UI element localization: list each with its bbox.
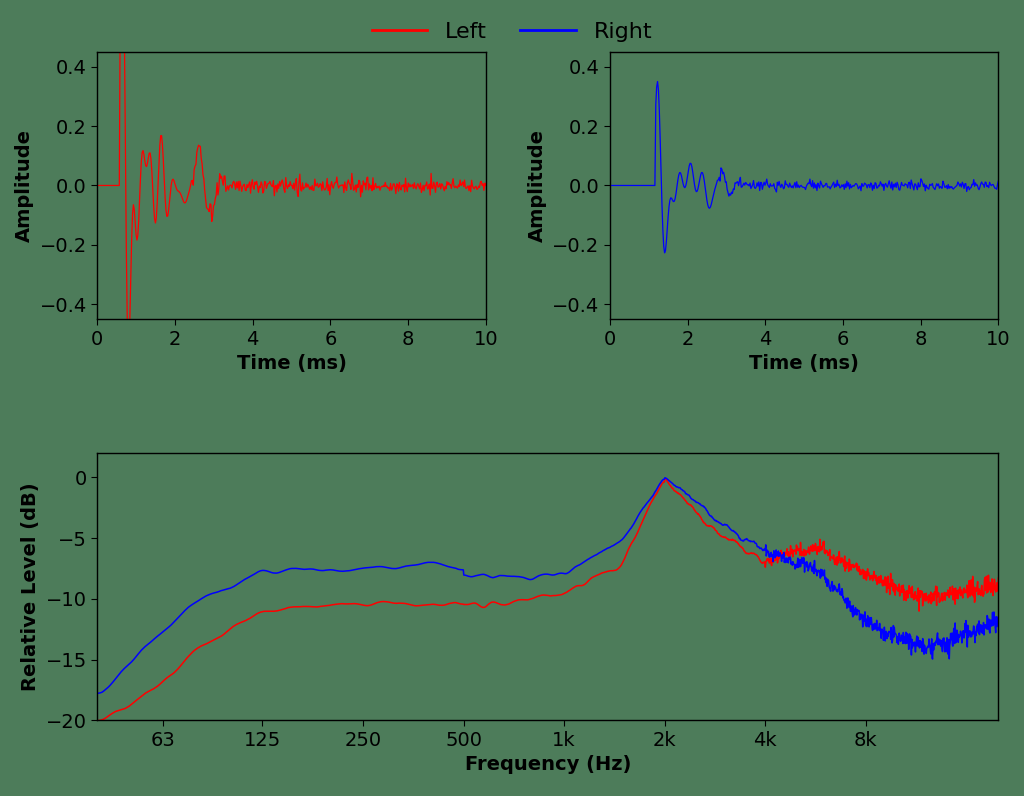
- X-axis label: Frequency (Hz): Frequency (Hz): [465, 755, 631, 775]
- X-axis label: Time (ms): Time (ms): [237, 354, 346, 373]
- Y-axis label: Relative Level (dB): Relative Level (dB): [22, 482, 40, 691]
- Y-axis label: Amplitude: Amplitude: [15, 129, 34, 242]
- X-axis label: Time (ms): Time (ms): [750, 354, 859, 373]
- Legend: Left, Right: Left, Right: [362, 13, 662, 50]
- Y-axis label: Amplitude: Amplitude: [527, 129, 547, 242]
